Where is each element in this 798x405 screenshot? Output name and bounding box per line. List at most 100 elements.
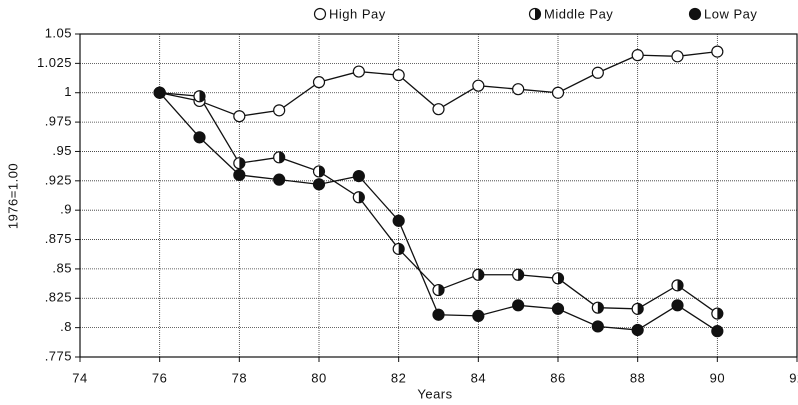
y-tick-label: .975 xyxy=(45,114,72,129)
marker xyxy=(472,79,485,92)
marker-body xyxy=(551,86,565,99)
marker-body xyxy=(153,86,166,99)
marker xyxy=(233,110,246,123)
y-tick-label: .85 xyxy=(52,260,72,275)
marker xyxy=(688,7,702,21)
marker-half xyxy=(438,284,444,296)
marker-body xyxy=(711,325,724,338)
y-tick-label: 1 xyxy=(64,84,72,99)
marker xyxy=(193,131,206,144)
marker xyxy=(551,302,565,315)
y-tick-label: .875 xyxy=(45,231,72,246)
y-tick-label: .9 xyxy=(60,202,72,217)
marker-body xyxy=(432,103,445,116)
marker-body xyxy=(233,168,246,182)
x-tick-label: 80 xyxy=(311,370,326,385)
marker-body xyxy=(671,299,684,312)
marker xyxy=(512,83,525,96)
plot-frame xyxy=(79,33,798,358)
marker xyxy=(671,279,684,292)
marker xyxy=(671,50,684,63)
marker-body xyxy=(313,7,327,21)
y-tick-label: 1.025 xyxy=(37,55,72,70)
marker-half xyxy=(239,157,245,169)
marker-body xyxy=(392,69,405,82)
marker-body xyxy=(472,309,485,322)
x-tick-label: 88 xyxy=(630,370,645,385)
marker-half xyxy=(398,243,405,255)
marker-half xyxy=(597,302,604,314)
legend-label: Low Pay xyxy=(704,6,757,21)
legend-label: High Pay xyxy=(329,6,386,21)
marker xyxy=(591,320,604,333)
marker xyxy=(392,214,405,227)
marker-body xyxy=(312,178,326,191)
marker xyxy=(432,308,445,321)
y-tick-label: .775 xyxy=(45,348,72,363)
marker xyxy=(472,309,485,322)
x-tick-label: 82 xyxy=(391,370,406,385)
legend-item: Middle Pay xyxy=(528,6,613,21)
marker xyxy=(193,90,206,103)
marker-body xyxy=(512,299,525,312)
marker-half xyxy=(535,8,541,20)
marker xyxy=(591,66,604,79)
y-tick-label: .95 xyxy=(52,143,72,158)
marker xyxy=(631,323,644,337)
marker xyxy=(711,325,724,338)
y-tick-label: .8 xyxy=(60,319,72,334)
x-tick-label: 86 xyxy=(550,370,565,385)
marker-body xyxy=(631,323,644,337)
marker xyxy=(312,76,326,89)
marker xyxy=(392,242,405,256)
marker xyxy=(352,170,365,183)
marker-half xyxy=(199,90,205,102)
legend-item: Low Pay xyxy=(688,6,757,21)
x-tick-label: 78 xyxy=(232,370,247,385)
marker-body xyxy=(512,83,525,96)
marker-body xyxy=(591,66,604,79)
marker-body xyxy=(591,320,604,333)
marker-body xyxy=(472,79,485,92)
x-tick-label: 92 xyxy=(789,370,798,385)
marker xyxy=(312,178,326,191)
marker-body xyxy=(233,110,246,123)
marker-body xyxy=(392,214,405,227)
marker-half xyxy=(478,269,484,281)
y-tick-label: .925 xyxy=(45,172,72,187)
marker-half xyxy=(518,269,524,281)
marker xyxy=(153,86,166,99)
marker xyxy=(273,104,286,117)
x-tick-label: 90 xyxy=(710,370,725,385)
y-tick-label: 1.05 xyxy=(45,25,72,40)
marker xyxy=(313,7,327,21)
marker-half xyxy=(358,191,365,203)
marker-body xyxy=(352,65,365,78)
marker-body xyxy=(432,308,445,321)
marker xyxy=(631,49,644,62)
x-axis-label: Years xyxy=(417,386,452,401)
legend-label: Middle Pay xyxy=(544,6,613,21)
marker-body xyxy=(711,45,724,58)
marker-body xyxy=(352,170,365,183)
marker-half xyxy=(637,303,644,315)
marker-body xyxy=(193,131,206,144)
x-tick-label: 74 xyxy=(72,370,87,385)
marker xyxy=(591,301,604,314)
series-line xyxy=(159,92,718,315)
marker xyxy=(472,268,485,281)
marker xyxy=(392,69,405,82)
marker xyxy=(711,45,724,58)
marker-body xyxy=(273,104,286,117)
marker-body xyxy=(688,7,702,21)
marker xyxy=(512,268,525,281)
y-axis-label: 1976=1.00 xyxy=(5,163,20,229)
marker-half xyxy=(558,272,564,284)
marker xyxy=(233,157,246,170)
marker xyxy=(551,272,565,285)
marker xyxy=(273,151,286,164)
marker-body xyxy=(631,49,644,62)
marker xyxy=(352,65,365,78)
marker xyxy=(432,103,445,116)
marker-half xyxy=(319,165,325,177)
